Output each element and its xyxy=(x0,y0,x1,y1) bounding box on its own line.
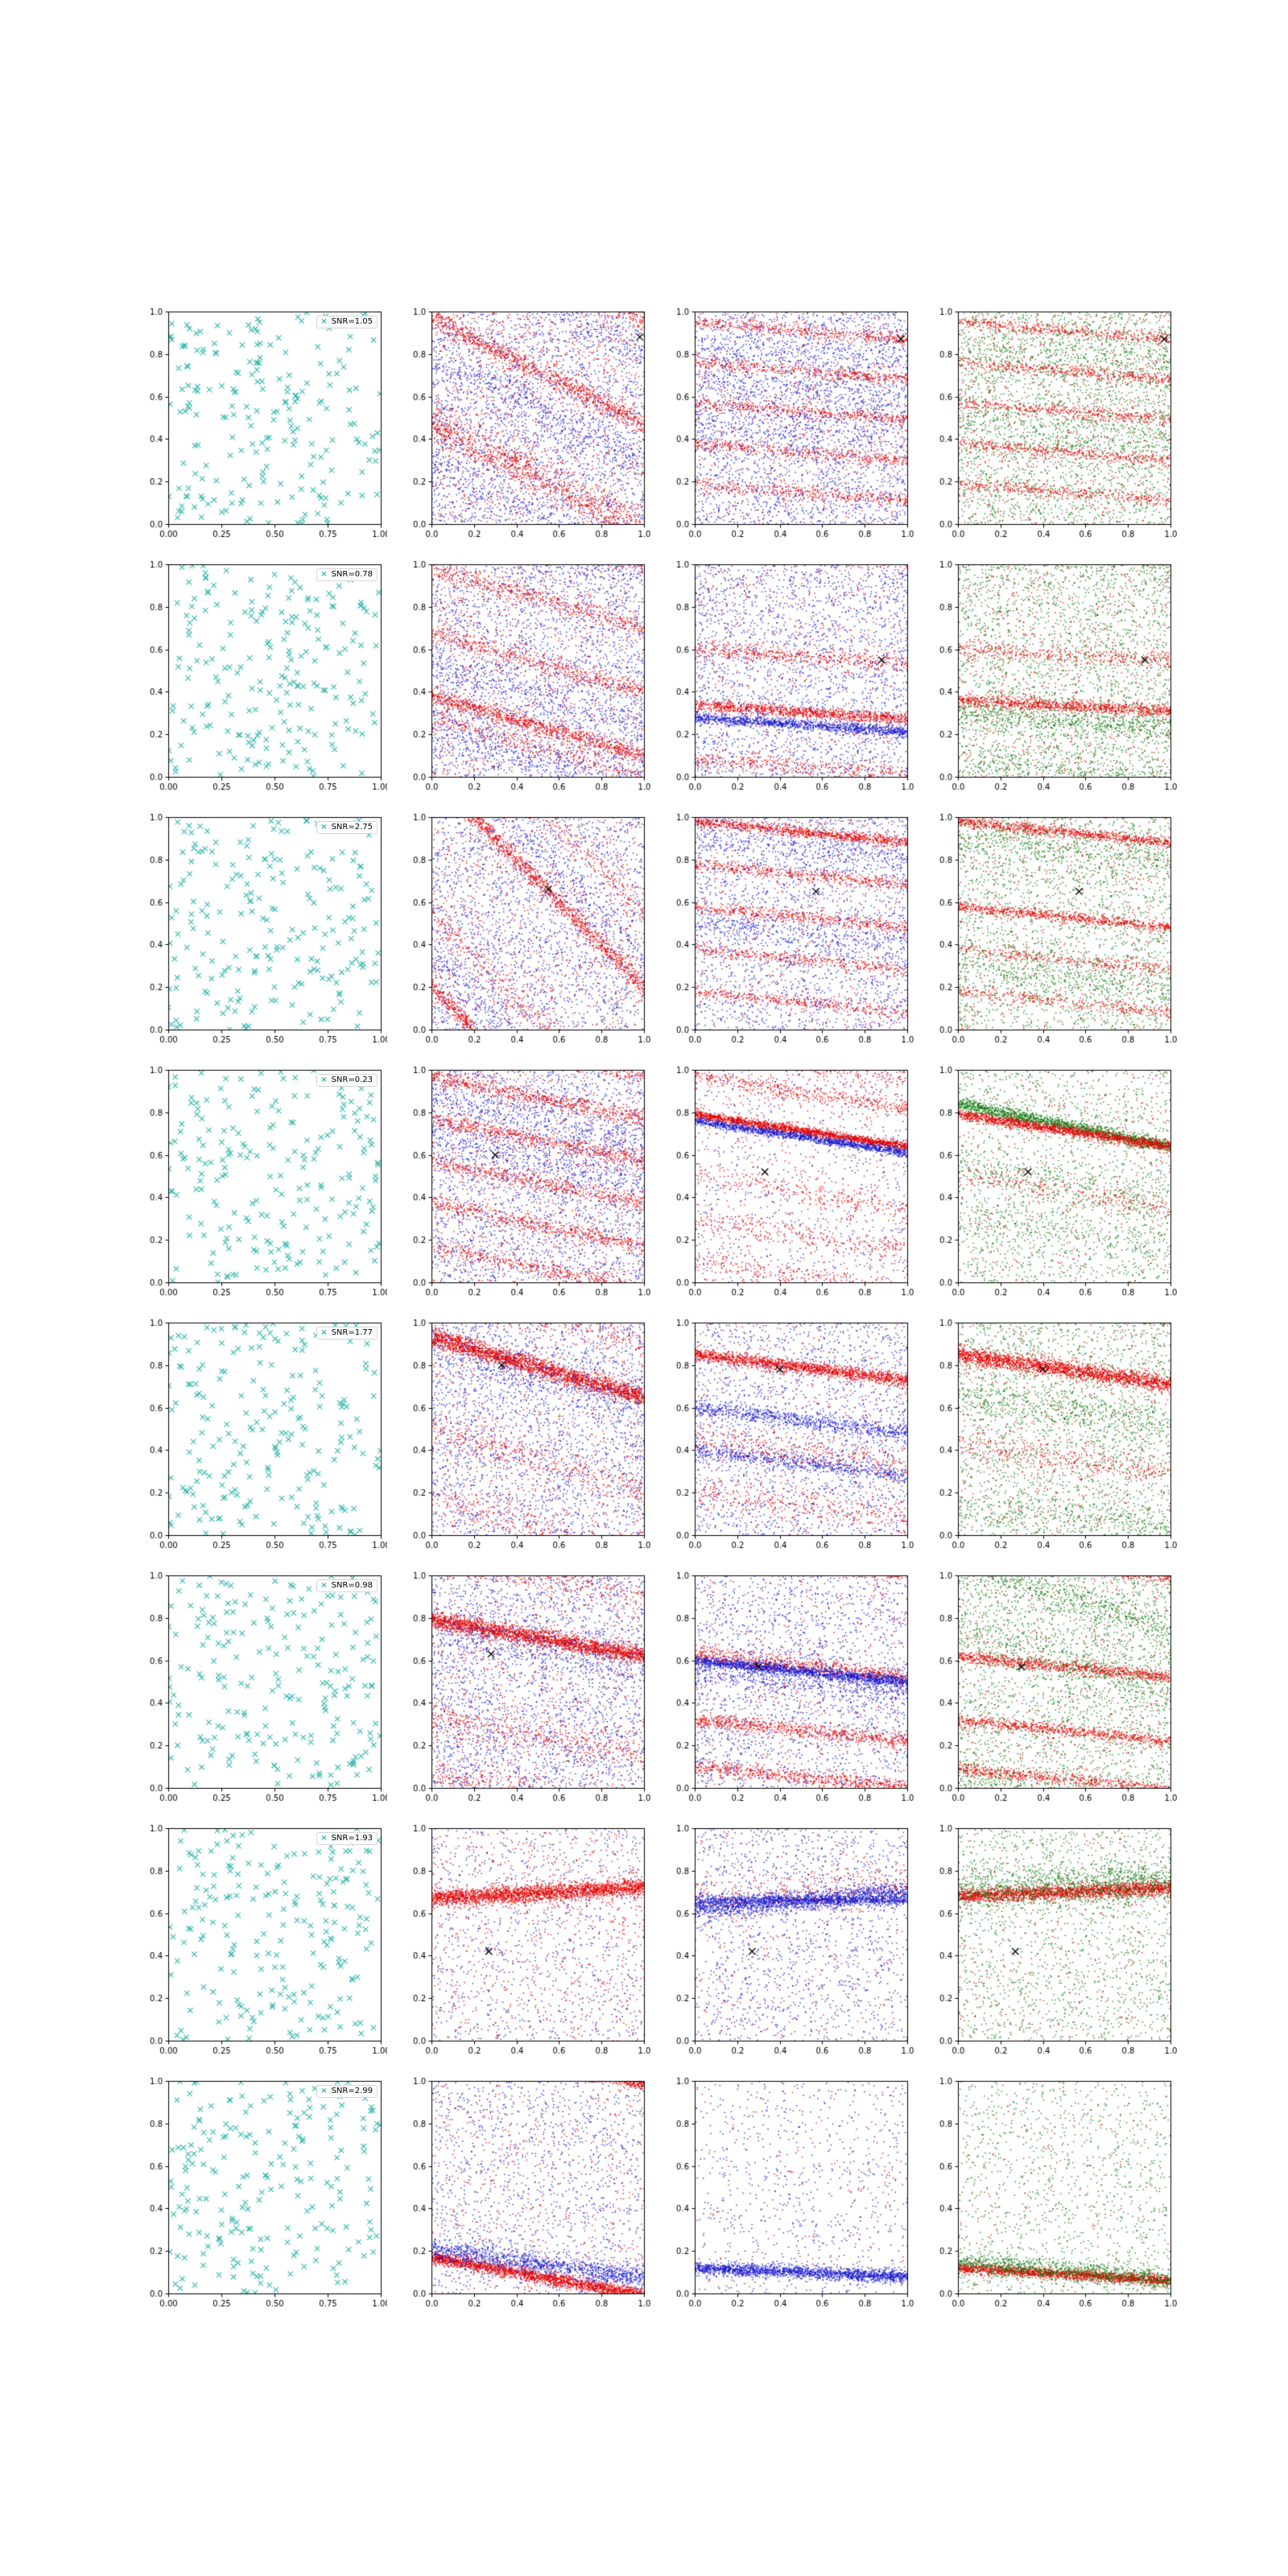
scatter-panel-row4-col4 xyxy=(919,1063,1177,1315)
scatter-panel-row5-col2 xyxy=(393,1316,650,1567)
scatter-panel-row3-col2 xyxy=(393,811,650,1062)
scatter-canvas-row6-col4 xyxy=(919,1569,1177,1820)
scatter-panel-row7-col2 xyxy=(393,1822,650,2073)
scatter-canvas-row5-col4 xyxy=(919,1316,1177,1567)
scatter-canvas-row1-col4 xyxy=(919,305,1177,556)
scatter-canvas-row1-col3 xyxy=(656,305,914,556)
scatter-panel-row7-col3 xyxy=(656,1822,914,2073)
legend-snr-row3: × SNR=2.75 xyxy=(316,821,378,834)
scatter-canvas-row7-col2 xyxy=(393,1822,650,2073)
scatter-canvas-row2-col4 xyxy=(919,558,1177,809)
scatter-panel-row5-col1: × SNR=1.77 xyxy=(130,1316,387,1567)
scatter-canvas-row2-col2 xyxy=(393,558,650,809)
legend-x-marker-icon: × xyxy=(320,1075,328,1084)
scatter-panel-row2-col2 xyxy=(393,558,650,809)
legend-x-marker-icon: × xyxy=(320,823,328,832)
legend-x-marker-icon: × xyxy=(320,317,328,326)
legend-x-marker-icon: × xyxy=(320,570,328,579)
scatter-panel-row2-col1: × SNR=0.78 xyxy=(130,558,387,809)
subplot-grid: × SNR=1.05 × SNR=0.78 × SNR=2.75 × SNR=0.23 × SNR… xyxy=(130,305,1177,2326)
scatter-canvas-row4-col4 xyxy=(919,1063,1177,1315)
scatter-canvas-row4-col1 xyxy=(130,1063,387,1315)
scatter-panel-row7-col4 xyxy=(919,1822,1177,2073)
legend-snr-label: SNR=2.99 xyxy=(331,2087,373,2095)
scatter-canvas-row2-col1 xyxy=(130,558,387,809)
scatter-panel-row1-col4 xyxy=(919,305,1177,556)
scatter-panel-row8-col4 xyxy=(919,2074,1177,2326)
legend-snr-label: SNR=1.05 xyxy=(331,317,373,326)
scatter-canvas-row3-col3 xyxy=(656,811,914,1062)
scatter-canvas-row5-col2 xyxy=(393,1316,650,1567)
scatter-panel-row4-col2 xyxy=(393,1063,650,1315)
scatter-canvas-row5-col3 xyxy=(656,1316,914,1567)
legend-snr-label: SNR=1.77 xyxy=(331,1328,373,1337)
legend-snr-label: SNR=0.23 xyxy=(331,1075,373,1084)
legend-x-marker-icon: × xyxy=(320,1328,328,1337)
scatter-canvas-row2-col3 xyxy=(656,558,914,809)
scatter-canvas-row3-col4 xyxy=(919,811,1177,1062)
scatter-canvas-row4-col2 xyxy=(393,1063,650,1315)
legend-x-marker-icon: × xyxy=(320,1581,328,1590)
scatter-canvas-row5-col1 xyxy=(130,1316,387,1567)
legend-x-marker-icon: × xyxy=(320,1834,328,1843)
scatter-panel-row6-col2 xyxy=(393,1569,650,1820)
scatter-panel-row8-col1: × SNR=2.99 xyxy=(130,2074,387,2326)
scatter-panel-row2-col4 xyxy=(919,558,1177,809)
scatter-canvas-row7-col4 xyxy=(919,1822,1177,2073)
scatter-canvas-row8-col2 xyxy=(393,2074,650,2326)
scatter-panel-row4-col1: × SNR=0.23 xyxy=(130,1063,387,1315)
scatter-canvas-row8-col3 xyxy=(656,2074,914,2326)
scatter-canvas-row6-col3 xyxy=(656,1569,914,1820)
legend-snr-label: SNR=0.98 xyxy=(331,1581,373,1590)
scatter-panel-row3-col1: × SNR=2.75 xyxy=(130,811,387,1062)
scatter-panel-row8-col3 xyxy=(656,2074,914,2326)
scatter-panel-row3-col3 xyxy=(656,811,914,1062)
scatter-panel-row6-col1: × SNR=0.98 xyxy=(130,1569,387,1820)
scatter-canvas-row8-col1 xyxy=(130,2074,387,2326)
scatter-panel-row6-col4 xyxy=(919,1569,1177,1820)
scatter-panel-row7-col1: × SNR=1.93 xyxy=(130,1822,387,2073)
scatter-canvas-row4-col3 xyxy=(656,1063,914,1315)
legend-snr-label: SNR=1.93 xyxy=(331,1834,373,1843)
scatter-panel-row1-col1: × SNR=1.05 xyxy=(130,305,387,556)
scatter-panel-row6-col3 xyxy=(656,1569,914,1820)
legend-snr-row2: × SNR=0.78 xyxy=(316,568,378,581)
scatter-panel-row1-col3 xyxy=(656,305,914,556)
legend-snr-row7: × SNR=1.93 xyxy=(316,1832,378,1845)
scatter-canvas-row3-col2 xyxy=(393,811,650,1062)
scatter-canvas-row7-col1 xyxy=(130,1822,387,2073)
legend-snr-row4: × SNR=0.23 xyxy=(316,1074,378,1087)
scatter-panel-row8-col2 xyxy=(393,2074,650,2326)
scatter-canvas-row1-col1 xyxy=(130,305,387,556)
scatter-panel-row3-col4 xyxy=(919,811,1177,1062)
scatter-panel-row1-col2 xyxy=(393,305,650,556)
scatter-panel-row4-col3 xyxy=(656,1063,914,1315)
scatter-panel-row2-col3 xyxy=(656,558,914,809)
scatter-canvas-row1-col2 xyxy=(393,305,650,556)
figure-canvas-area: × SNR=1.05 × SNR=0.78 × SNR=2.75 × SNR=0.23 × SNR… xyxy=(130,305,1177,2326)
legend-snr-row8: × SNR=2.99 xyxy=(316,2085,378,2098)
scatter-panel-row5-col3 xyxy=(656,1316,914,1567)
scatter-canvas-row6-col2 xyxy=(393,1569,650,1820)
scatter-panel-row5-col4 xyxy=(919,1316,1177,1567)
scatter-canvas-row3-col1 xyxy=(130,811,387,1062)
scatter-canvas-row7-col3 xyxy=(656,1822,914,2073)
legend-snr-label: SNR=0.78 xyxy=(331,570,373,579)
scatter-canvas-row6-col1 xyxy=(130,1569,387,1820)
legend-snr-row1: × SNR=1.05 xyxy=(316,316,378,328)
legend-snr-row6: × SNR=0.98 xyxy=(316,1579,378,1592)
legend-x-marker-icon: × xyxy=(320,2087,328,2095)
legend-snr-label: SNR=2.75 xyxy=(331,823,373,832)
scatter-canvas-row8-col4 xyxy=(919,2074,1177,2326)
legend-snr-row5: × SNR=1.77 xyxy=(316,1327,378,1340)
